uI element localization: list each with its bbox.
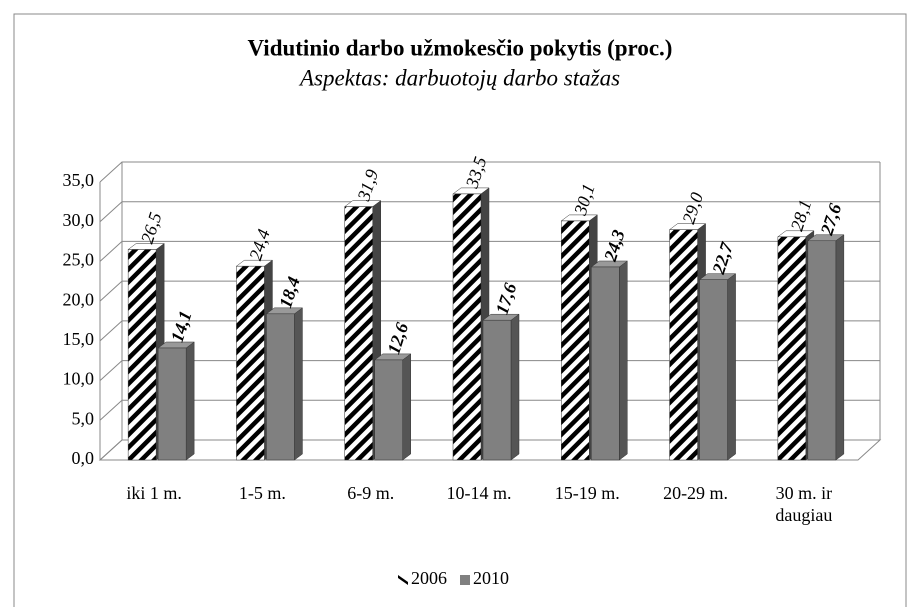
bar-side xyxy=(185,341,195,461)
x-tick-label: 6-9 m. xyxy=(347,483,395,503)
y-tick-label: 30,0 xyxy=(63,210,95,230)
y-tick-label: 5,0 xyxy=(72,408,95,428)
chart-title: Vidutinio darbo užmokesčio pokytis (proc… xyxy=(248,35,673,60)
bar-side xyxy=(402,353,411,461)
bar xyxy=(669,229,698,461)
bar xyxy=(236,265,265,461)
bar xyxy=(344,206,373,461)
x-tick-label: iki 1 m. xyxy=(126,483,182,503)
bar xyxy=(266,313,295,461)
bar-side xyxy=(294,307,303,461)
bar-side xyxy=(619,260,628,461)
y-tick-label: 35,0 xyxy=(63,170,95,190)
bar xyxy=(157,347,187,461)
chart-subtitle: Aspektas: darbuotojų darbo stažas xyxy=(298,65,620,90)
bar xyxy=(699,279,728,461)
grid-line xyxy=(99,161,880,183)
bar-side xyxy=(835,234,845,461)
grid-line xyxy=(99,201,880,223)
bar xyxy=(452,193,482,461)
y-tick-label: 20,0 xyxy=(63,289,95,309)
grid-line xyxy=(99,240,880,262)
bar xyxy=(127,249,157,461)
x-tick-label: 1-5 m. xyxy=(238,483,286,503)
bar xyxy=(482,319,512,461)
legend-label: 2006 xyxy=(411,568,447,588)
legend-marker xyxy=(460,575,470,585)
x-tick-label: 20-29 m. xyxy=(663,483,729,503)
bar xyxy=(374,359,403,461)
bar xyxy=(561,220,590,461)
y-tick-label: 15,0 xyxy=(63,329,95,349)
y-tick-label: 25,0 xyxy=(63,250,95,270)
bar-side xyxy=(727,273,736,461)
y-tick-label: 10,0 xyxy=(63,369,95,389)
x-tick-label: 15-19 m. xyxy=(554,483,620,503)
legend-marker xyxy=(398,575,408,585)
legend-label: 2010 xyxy=(473,568,509,588)
bar-side xyxy=(510,313,520,461)
x-tick-label: 10-14 m. xyxy=(446,483,512,503)
bar xyxy=(591,266,620,461)
x-tick-label: 30 m. ir daugiau xyxy=(775,483,833,525)
bar xyxy=(807,240,837,461)
y-tick-label: 0,0 xyxy=(72,448,95,468)
bar xyxy=(777,236,807,461)
